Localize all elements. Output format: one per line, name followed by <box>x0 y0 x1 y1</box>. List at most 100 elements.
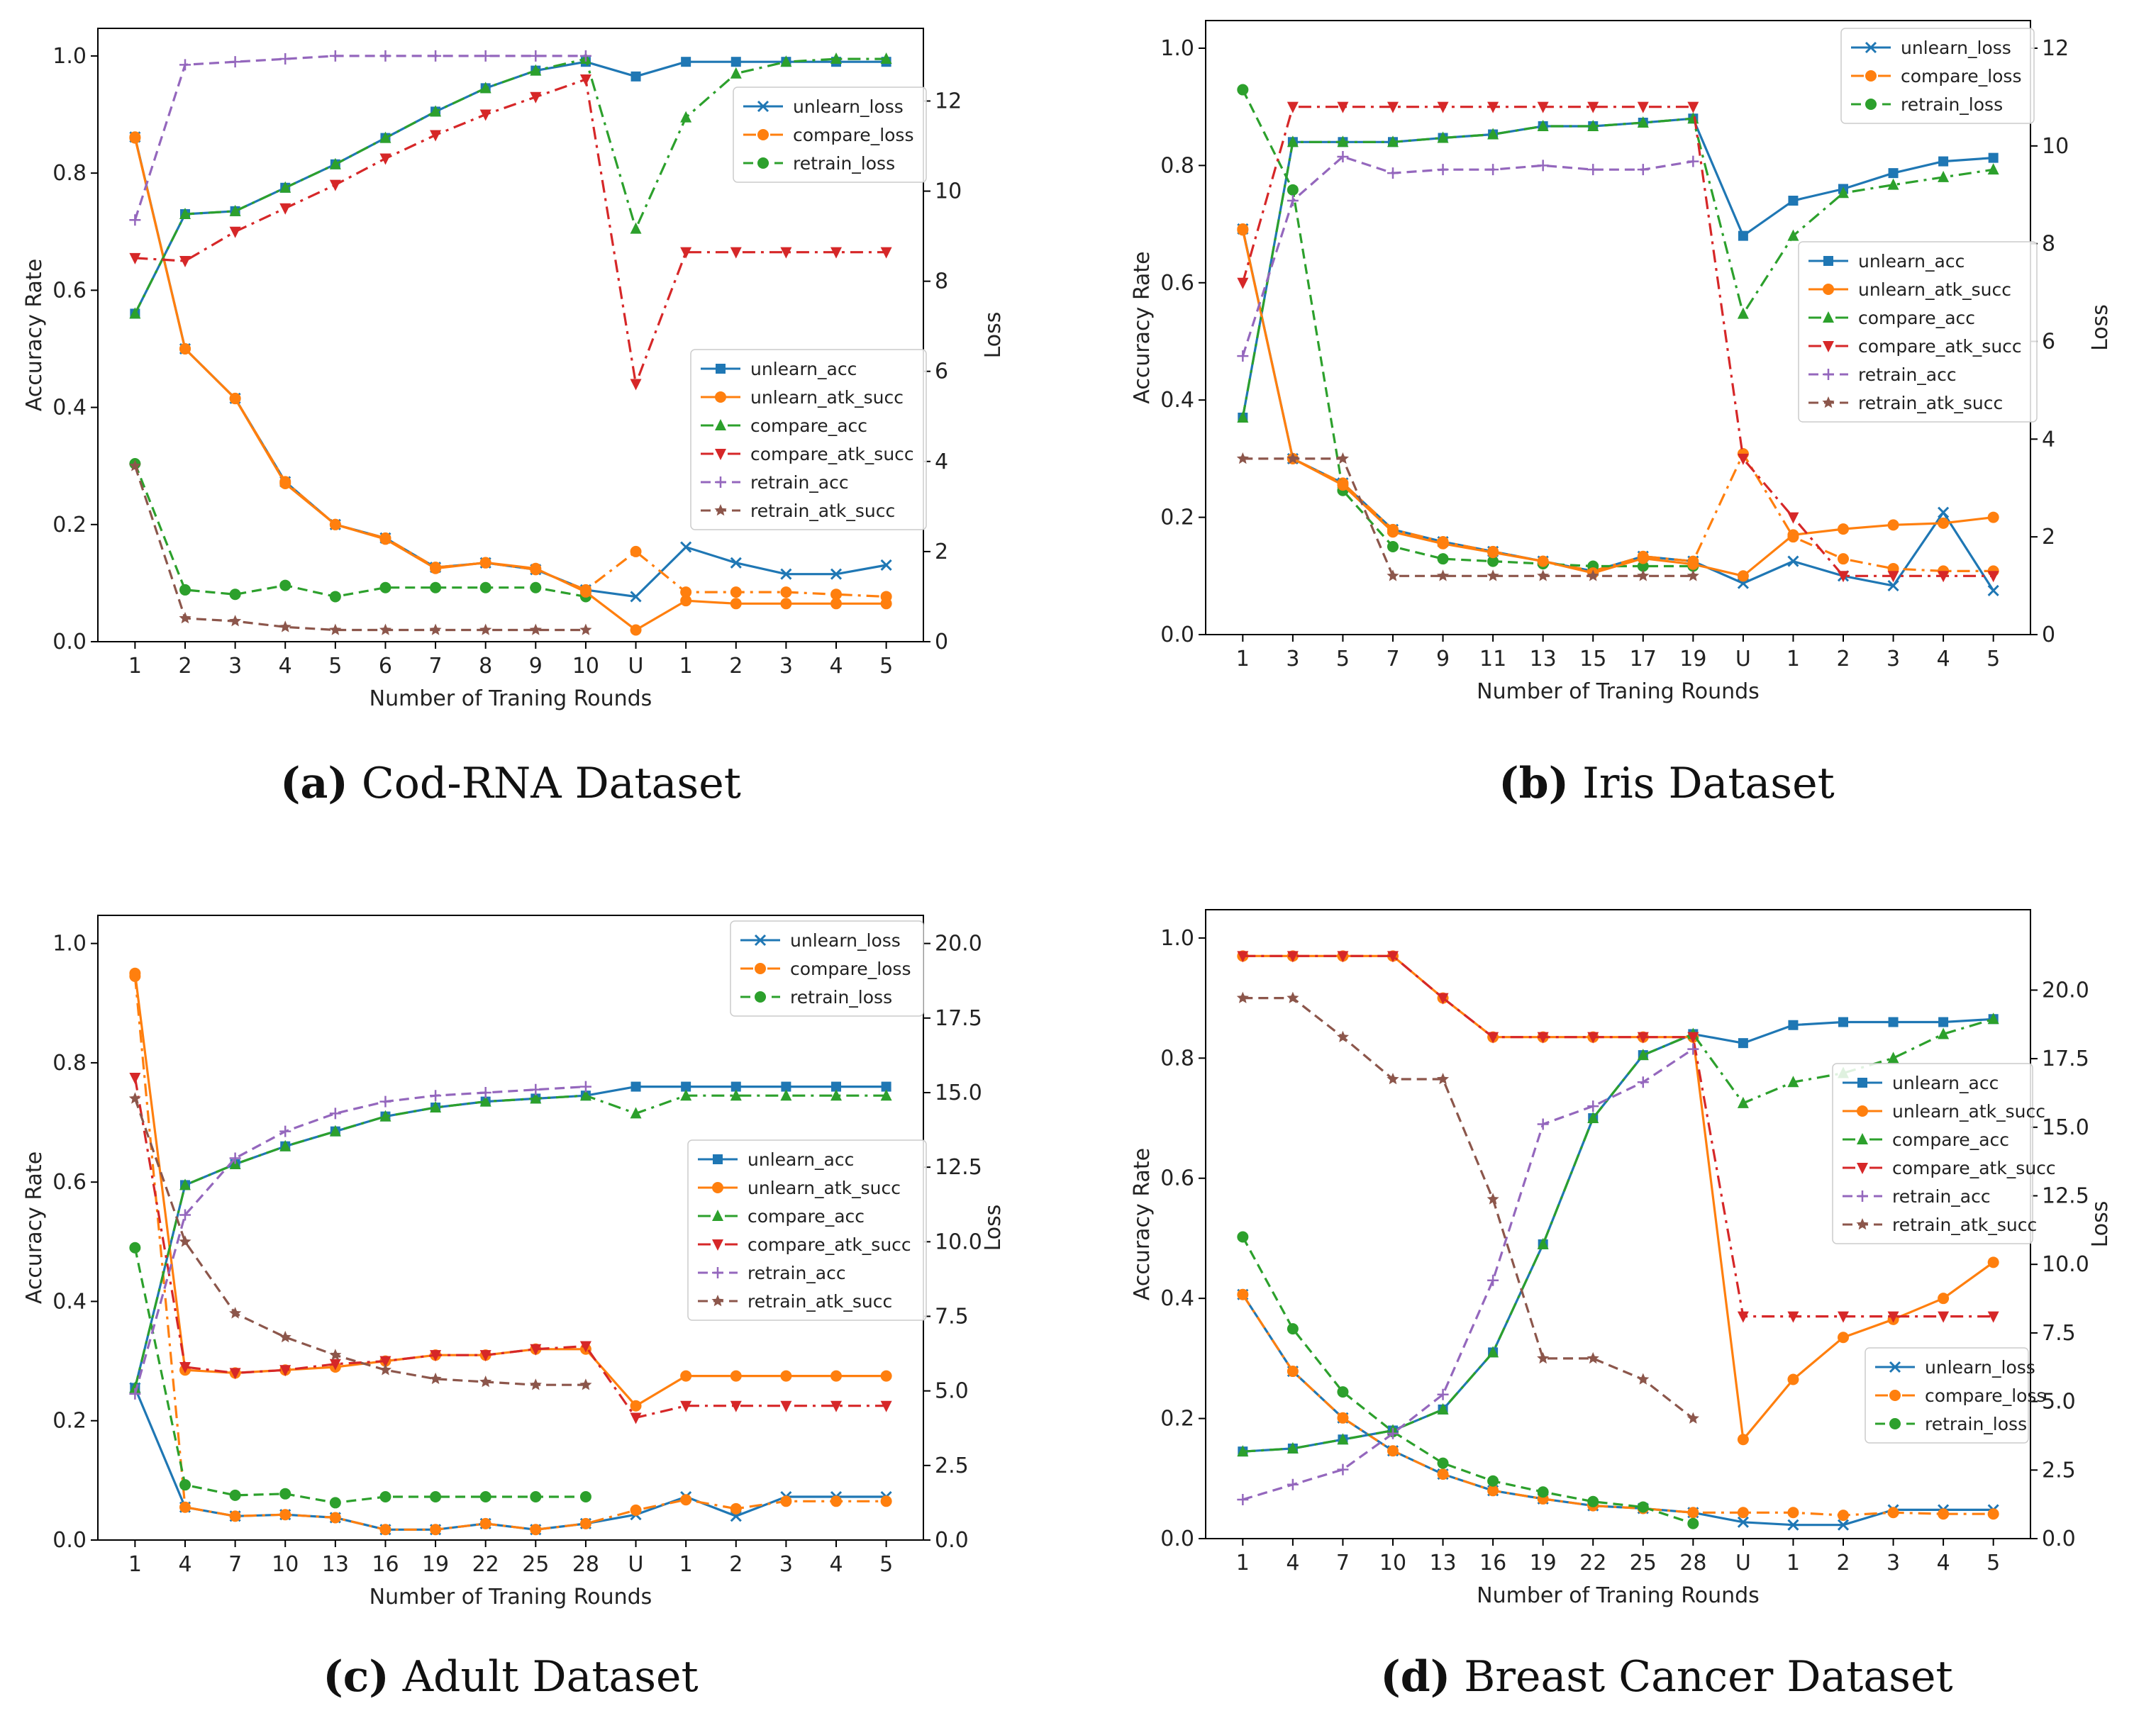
data-point-unlearn_atk_succ <box>179 342 191 355</box>
data-point-compare_atk_succ <box>1237 277 1249 289</box>
data-point-retrain_atk_succ <box>579 623 592 635</box>
legend-label-compare_acc: compare_acc <box>1858 308 1975 328</box>
series-line-retrain_atk_succ <box>1243 457 1694 577</box>
data-point-retrain_acc <box>1337 1463 1349 1476</box>
x-tick-label: 19 <box>1679 647 1706 671</box>
series-line-compare_atk_succ <box>135 78 887 386</box>
data-point-retrain_acc <box>1637 164 1649 176</box>
x-tick-label: 7 <box>1336 1551 1350 1575</box>
data-point-retrain_atk_succ <box>1687 1412 1699 1424</box>
data-point-unlearn_loss <box>830 568 843 580</box>
data-point-compare_loss <box>730 586 742 598</box>
x-tick-label: 1 <box>1236 647 1250 671</box>
data-point-retrain_atk_succ <box>179 612 191 624</box>
data-point-compare_atk_succ <box>1887 1311 1899 1323</box>
chart-panel-2: 1 3 5 7 9 11 13 15 17 19 U 1 2 3 4 50.00.20.40.60.81.00… <box>1130 20 2113 704</box>
data-point-compare_loss <box>630 545 642 557</box>
y-tick-label: 0.8 <box>1160 153 1194 178</box>
x-tick-label: 3 <box>1886 1551 1900 1575</box>
caption-c-letter: (c) <box>323 1652 389 1702</box>
data-point-unlearn_atk_succ <box>1687 558 1699 570</box>
x-tick-label: 4 <box>1937 1551 1950 1575</box>
data-point-unlearn_loss <box>880 559 892 571</box>
data-point-compare_atk_succ <box>630 1412 642 1424</box>
legend-marker-compare_acc <box>1857 1133 1868 1144</box>
data-point-retrain_loss <box>329 591 341 603</box>
data-point-unlearn_atk_succ <box>129 132 141 144</box>
series-line-compare_acc <box>133 57 887 315</box>
caption-c-text: Adult Dataset <box>402 1652 699 1702</box>
data-point-retrain_acc <box>430 1090 442 1102</box>
data-point-compare_atk_succ <box>730 247 742 259</box>
x-tick-label: 1 <box>128 654 142 679</box>
data-point-retrain_atk_succ <box>429 623 442 635</box>
x-tick-label: 3 <box>779 1552 793 1577</box>
x-tick-label: 4 <box>279 654 292 679</box>
data-point-compare_acc <box>279 181 291 193</box>
series-line-compare_loss <box>133 976 887 1531</box>
chart-panel-4: 1 4 7 10 13 16 19 22 25 28 U 1 2 3 4 5 0.0 0.2 0.4 0.6 0.8 1.… <box>1130 909 2113 1608</box>
data-point-unlearn_acc <box>630 1081 641 1092</box>
data-point-unlearn_atk_succ <box>1437 537 1449 550</box>
series-line-unlearn_atk_succ <box>1241 229 1994 577</box>
data-point-retrain_acc <box>1387 167 1399 179</box>
data-point-retrain_atk_succ <box>379 1363 391 1376</box>
data-point-retrain_atk_succ <box>1437 1073 1450 1085</box>
data-point-unlearn_atk_succ <box>830 598 843 610</box>
data-point-retrain_acc <box>379 50 391 62</box>
caption-a-text: Cod-RNA Dataset <box>361 759 741 808</box>
data-point-retrain_loss <box>1337 1386 1349 1398</box>
legend-marker-retrain_acc <box>1823 369 1834 380</box>
legend-box <box>1865 1347 2029 1444</box>
series-line-compare_loss <box>1241 228 1994 573</box>
y-tick-label: 0.2 <box>1160 1407 1194 1432</box>
data-point-compare_acc <box>1237 1445 1249 1457</box>
x-tick-label: U <box>628 1552 644 1577</box>
data-point-compare_loss <box>1287 1366 1299 1378</box>
y2-tick-label: 2 <box>2042 525 2055 550</box>
x-tick-label: 4 <box>178 1552 191 1577</box>
data-point-compare_atk_succ <box>1837 1311 1849 1323</box>
x-tick-label: 1 <box>128 1552 142 1577</box>
data-point-unlearn_loss <box>780 568 792 580</box>
data-point-retrain_loss <box>579 1491 591 1503</box>
data-point-retrain_loss <box>379 581 391 593</box>
data-point-compare_acc <box>680 1089 692 1101</box>
series-retrain_acc <box>1237 150 1699 362</box>
data-point-compare_atk_succ <box>880 247 892 259</box>
data-point-retrain_atk_succ <box>1236 991 1249 1003</box>
data-point-unlearn_atk_succ <box>530 562 542 574</box>
data-point-compare_atk_succ <box>179 1362 191 1374</box>
data-point-compare_atk_succ <box>1287 101 1299 113</box>
data-point-compare_atk_succ <box>1487 101 1499 113</box>
data-point-compare_loss <box>680 586 692 598</box>
data-point-retrain_acc <box>279 53 291 65</box>
x-tick-label: 13 <box>1429 1551 1456 1575</box>
data-point-compare_loss <box>1938 1508 1950 1520</box>
data-point-compare_atk_succ <box>1537 1032 1549 1044</box>
data-point-compare_acc <box>730 1089 742 1101</box>
data-point-compare_acc <box>1437 131 1449 143</box>
data-point-retrain_acc <box>530 1083 542 1095</box>
data-point-unlearn_acc <box>1988 152 1999 163</box>
data-point-compare_acc <box>1387 135 1399 147</box>
x-tick-label: 13 <box>1530 647 1557 671</box>
data-point-retrain_loss <box>479 1491 491 1503</box>
series-retrain_acc <box>1237 1043 1699 1505</box>
series-line-retrain_acc <box>1242 1048 1694 1501</box>
legend-marker-unlearn_atk_succ <box>712 1182 723 1193</box>
data-point-retrain_loss <box>1237 1231 1249 1243</box>
legend-label-compare_acc: compare_acc <box>750 415 867 436</box>
legend-marker-compare_acc <box>712 1210 723 1221</box>
y2-axis-label: Loss <box>981 312 1006 359</box>
data-point-compare_acc <box>1287 135 1299 147</box>
data-point-compare_atk_succ <box>1938 1311 1950 1323</box>
series-line-retrain_loss <box>133 463 587 598</box>
data-point-unlearn_acc <box>630 71 641 82</box>
y-tick-label: 0.8 <box>1160 1046 1194 1071</box>
data-point-compare_loss <box>830 589 843 601</box>
data-point-unlearn_atk_succ <box>680 595 692 607</box>
data-point-unlearn_loss <box>1837 1519 1850 1531</box>
data-point-retrain_acc <box>1287 194 1299 206</box>
